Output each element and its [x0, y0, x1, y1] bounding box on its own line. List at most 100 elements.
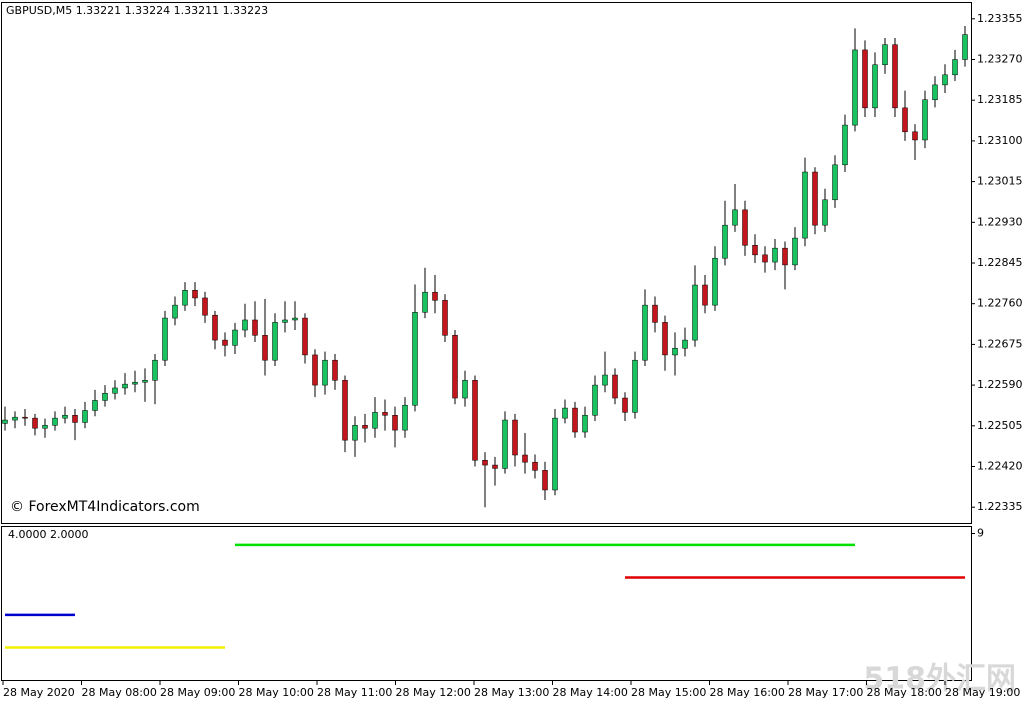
candle-body: [342, 380, 348, 441]
candle-body: [702, 284, 708, 306]
x-tick-label: 28 May 11:00: [317, 686, 392, 699]
candle-body: [582, 415, 588, 433]
x-tick-label: 28 May 14:00: [553, 686, 628, 699]
x-tick-label: 28 May 17:00: [788, 686, 863, 699]
x-tick-label: 28 May 13:00: [474, 686, 549, 699]
candle-body: [262, 335, 268, 361]
candle-body: [52, 417, 58, 426]
candle-body: [162, 317, 168, 361]
candle-body: [312, 354, 318, 386]
candle-body: [932, 84, 938, 100]
candle-body: [502, 419, 508, 469]
candle-body: [302, 317, 308, 356]
candle-body: [202, 297, 208, 316]
candle-body: [612, 374, 618, 399]
candle-body: [422, 291, 428, 313]
candle-body: [952, 59, 958, 76]
candle-body: [592, 384, 598, 416]
candle-body: [492, 464, 498, 469]
candle-body: [632, 359, 638, 413]
y-tick-label: 1.23355: [977, 12, 1023, 25]
candle-body: [72, 415, 78, 423]
candle-body: [782, 247, 788, 266]
x-tick-label: 28 May 19:00: [945, 686, 1020, 699]
x-tick-label: 28 May 08:00: [82, 686, 157, 699]
candle-body: [62, 415, 68, 419]
candle-body: [752, 245, 758, 256]
x-tick-label: 28 May 12:00: [396, 686, 471, 699]
candle-body: [82, 410, 88, 423]
candle-body: [882, 44, 888, 66]
candle-body: [822, 199, 828, 226]
candle-body: [652, 304, 658, 323]
candle-body: [332, 359, 338, 381]
candle-body: [722, 224, 728, 259]
y-tick-label: 1.22760: [977, 297, 1023, 310]
y-tick-label: 1.22420: [977, 459, 1023, 472]
x-tick-label: 28 May 15:00: [631, 686, 706, 699]
candle-body: [832, 164, 838, 201]
candle-body: [662, 322, 668, 356]
candle-body: [282, 319, 288, 323]
candle-body: [12, 416, 18, 421]
y-tick-label: 1.22590: [977, 378, 1023, 391]
candle-body: [852, 49, 858, 126]
candle-body: [142, 380, 148, 383]
candle-body: [542, 470, 548, 491]
candle-body: [322, 359, 328, 386]
y-tick-label: 1.23015: [977, 175, 1023, 188]
candle-body: [22, 416, 28, 419]
candle-body: [92, 400, 98, 411]
candle-body: [772, 247, 778, 263]
candle-body: [912, 131, 918, 141]
candle-body: [122, 383, 128, 389]
candle-body: [402, 404, 408, 431]
candle-body: [362, 425, 368, 429]
candle-body: [242, 319, 248, 331]
y-tick-label: 1.22845: [977, 256, 1023, 269]
candle-body: [572, 407, 578, 433]
y-tick-label: 1.22930: [977, 215, 1023, 228]
site-watermark: 518外汇网: [863, 662, 1016, 697]
candle-body: [432, 291, 438, 301]
candle-body: [32, 417, 38, 429]
x-tick-label: 28 May 09:00: [160, 686, 235, 699]
candle-body: [132, 381, 138, 385]
candle-body: [762, 254, 768, 263]
candle-body: [112, 387, 118, 394]
candle-body: [182, 290, 188, 306]
candle-body: [682, 339, 688, 349]
candle-body: [212, 314, 218, 341]
candle-body: [742, 209, 748, 246]
candle-body: [442, 300, 448, 336]
y-tick-label: 1.23100: [977, 134, 1023, 147]
candle-body: [922, 99, 928, 141]
y-tick-label: 1.22675: [977, 337, 1023, 350]
candle-body: [192, 290, 198, 299]
indicator-pane: [1, 526, 972, 681]
candle-body: [732, 209, 738, 226]
candle-body: [152, 359, 158, 381]
candle-body: [552, 417, 558, 491]
watermark: © ForexMT4Indicators.com: [10, 499, 200, 515]
candle-body: [172, 304, 178, 319]
x-tick-label: 28 May 18:00: [867, 686, 942, 699]
candle-body: [482, 460, 488, 466]
y-tick-label: 1.23185: [977, 93, 1023, 106]
candle-body: [42, 425, 48, 429]
candle-body: [392, 415, 398, 431]
candle-body: [692, 284, 698, 341]
candle-body: [892, 44, 898, 109]
candle-body: [842, 124, 848, 166]
candle-body: [802, 171, 808, 239]
candle-body: [272, 322, 278, 361]
candle-body: [352, 425, 358, 441]
candle-body: [942, 74, 948, 86]
x-tick-label: 28 May 16:00: [710, 686, 785, 699]
x-tick-label: 28 May 10:00: [239, 686, 314, 699]
candle-body: [602, 374, 608, 386]
indicator-label: 4.0000 2.0000: [8, 528, 88, 541]
candle-body: [2, 419, 8, 424]
